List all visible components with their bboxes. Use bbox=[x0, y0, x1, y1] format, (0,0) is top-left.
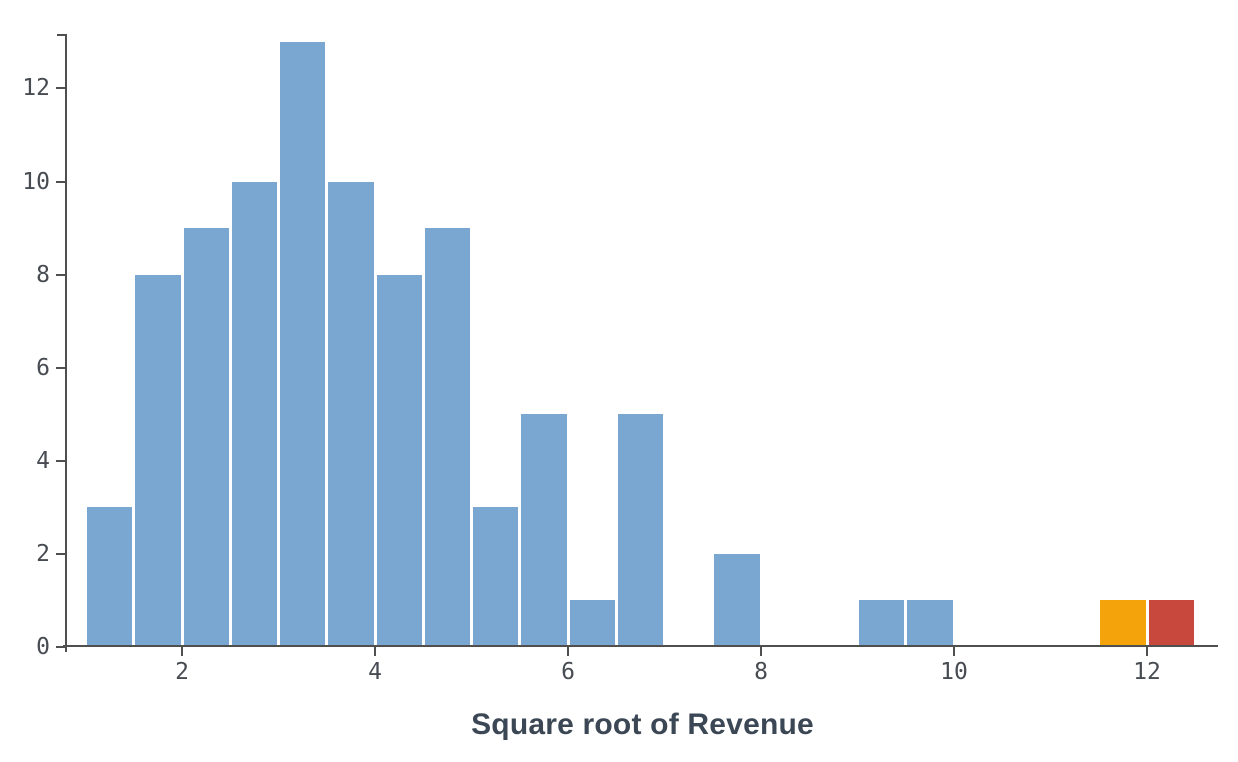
y-axis-tick-label: 12 bbox=[22, 75, 50, 102]
x-axis-spine bbox=[63, 645, 1218, 647]
x-axis-tick bbox=[374, 646, 376, 656]
y-axis-tick-label: 2 bbox=[36, 540, 50, 567]
histogram-bar bbox=[424, 228, 470, 647]
y-axis-tick bbox=[56, 180, 66, 183]
histogram-bar bbox=[376, 274, 422, 647]
y-axis-tick bbox=[56, 459, 66, 462]
x-axis-tick bbox=[953, 646, 955, 656]
y-axis-tick-label: 8 bbox=[36, 261, 50, 288]
histogram-bar bbox=[231, 181, 277, 647]
histogram-bar bbox=[183, 228, 229, 647]
x-axis-title: Square root of Revenue bbox=[471, 708, 814, 741]
y-axis-tick-label: 0 bbox=[36, 634, 50, 660]
histogram-bar bbox=[569, 600, 615, 647]
histogram-bar bbox=[521, 414, 567, 647]
x-axis-tick-label: 2 bbox=[175, 659, 189, 685]
x-axis-tick-label: 8 bbox=[754, 659, 768, 685]
histogram-bar bbox=[328, 181, 374, 647]
y-axis-tick-label: 4 bbox=[36, 447, 50, 474]
x-axis-tick-label: 6 bbox=[561, 659, 575, 685]
y-axis-tick bbox=[56, 273, 66, 276]
histogram-bar bbox=[1148, 600, 1194, 647]
histogram-bar bbox=[1100, 600, 1146, 647]
x-axis-tick-label: 12 bbox=[1133, 659, 1161, 685]
y-axis-tick bbox=[56, 366, 66, 369]
x-axis-tick bbox=[567, 646, 569, 656]
x-axis-tick-label: 10 bbox=[940, 659, 968, 685]
y-axis-tick-label: 6 bbox=[36, 354, 50, 381]
x-axis-tick bbox=[760, 646, 762, 656]
x-axis-tick-label: 4 bbox=[368, 659, 382, 685]
histogram-bar bbox=[473, 507, 519, 647]
histogram-bar bbox=[135, 274, 181, 647]
histogram-bar bbox=[87, 507, 133, 647]
histogram-bar bbox=[280, 41, 326, 647]
histogram-bar bbox=[714, 553, 760, 647]
histogram-bar bbox=[617, 414, 663, 647]
histogram-bar bbox=[907, 600, 953, 647]
y-axis-end-tick bbox=[57, 34, 65, 36]
y-axis-tick-label: 10 bbox=[22, 168, 50, 195]
x-axis-tick bbox=[181, 646, 183, 656]
y-axis-tick bbox=[56, 87, 66, 90]
y-axis-tick bbox=[56, 552, 66, 555]
y-axis-tick bbox=[56, 646, 66, 648]
histogram-bar bbox=[859, 600, 905, 647]
y-axis-spine bbox=[65, 34, 67, 652]
x-axis-tick bbox=[1146, 646, 1148, 656]
